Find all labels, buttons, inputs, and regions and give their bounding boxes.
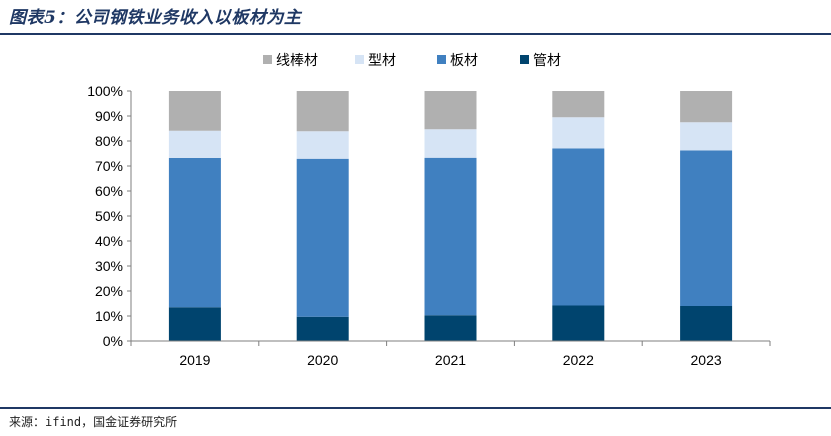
legend-label: 管材 [533,52,561,68]
y-tick-label: 50% [95,208,123,224]
y-tick-label: 30% [95,258,123,274]
legend-label: 线棒材 [276,52,318,68]
y-tick-label: 70% [95,158,123,174]
legend-swatch [437,55,446,64]
bar-segment-型材 [168,130,221,158]
legend-swatch [263,55,272,64]
chart-legend: 线棒材 型材 板材 管材 [263,52,561,68]
bar-segment-型材 [296,131,349,159]
y-tick-label: 20% [95,283,123,299]
legend-swatch [355,55,364,64]
bar-segment-型材 [552,117,605,149]
x-tick-label: 2023 [691,352,722,368]
bar-segment-管材 [552,305,605,341]
bar-segment-线棒材 [680,91,733,123]
legend-label: 型材 [368,52,396,68]
legend-label: 板材 [450,52,478,68]
footer-divider [0,407,831,409]
y-tick-label: 90% [95,108,123,124]
y-tick-label: 0% [103,333,123,349]
source-note: 来源：ifind，国金证券研究所 [9,415,178,429]
bar-segment-管材 [680,306,733,341]
bar-segment-管材 [424,315,477,341]
x-axis: 2019 2020 2021 2022 2023 [130,340,771,368]
x-tick-label: 2019 [179,352,210,368]
bar-segment-板材 [296,158,349,317]
y-axis: 0% 10% 20% 30% 40% 50% 60% 70% 80% 90% 100% [87,83,132,349]
page-title: 图表5：公司钢铁业务收入以板材为主 [9,8,302,28]
bars [168,91,733,341]
bar-segment-线棒材 [424,91,477,130]
y-tick-label: 60% [95,183,123,199]
bar-segment-管材 [168,307,221,341]
y-tick-label: 40% [95,233,123,249]
bar-segment-线棒材 [296,91,349,132]
bar-segment-板材 [552,148,605,306]
bar-segment-管材 [296,316,349,341]
x-tick-label: 2022 [563,352,594,368]
bar-segment-型材 [424,129,477,158]
bar-segment-板材 [680,150,733,306]
bar-segment-板材 [168,158,221,308]
legend-swatch [520,55,529,64]
title-divider [0,33,831,35]
bar-segment-线棒材 [552,91,605,118]
y-tick-label: 80% [95,133,123,149]
x-tick-label: 2021 [435,352,466,368]
bar-segment-线棒材 [168,91,221,131]
y-tick-label: 100% [87,83,123,99]
y-tick-label: 10% [95,308,123,324]
x-tick-label: 2020 [307,352,338,368]
bar-segment-型材 [680,122,733,151]
bar-segment-板材 [424,157,477,316]
